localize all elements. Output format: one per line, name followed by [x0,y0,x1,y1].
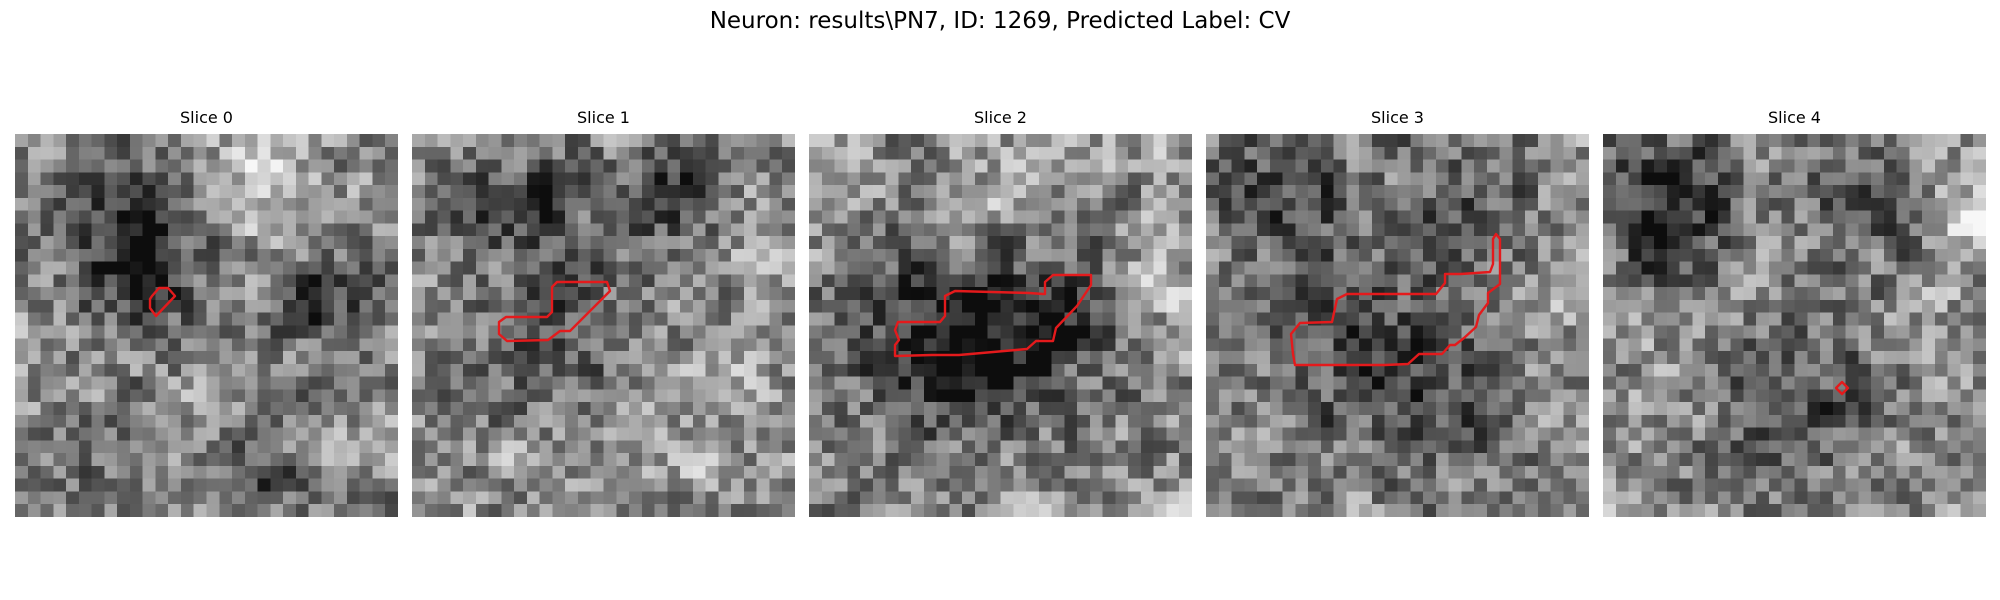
slice-title: Slice 0 [180,108,233,127]
slice-image [1206,134,1589,517]
figure-title: Neuron: results\PN7, ID: 1269, Predicted… [709,8,1291,34]
slice-image [15,134,398,517]
grayscale-patch [15,134,398,517]
slice-image [1603,134,1986,517]
slice-title: Slice 1 [577,108,630,127]
roi-contour [497,280,612,343]
slice-title: Slice 3 [1371,108,1424,127]
slice-image [809,134,1192,517]
grayscale-patch [412,134,795,517]
grayscale-patch [809,134,1192,517]
roi-contour [1834,380,1850,396]
roi-contour [893,273,1093,358]
roi-contour [148,286,177,318]
slice-title: Slice 4 [1768,108,1821,127]
roi-contour [1289,232,1502,367]
slice-image [412,134,795,517]
slice-title: Slice 2 [974,108,1027,127]
grayscale-patch [1206,134,1589,517]
grayscale-patch [1603,134,1986,517]
